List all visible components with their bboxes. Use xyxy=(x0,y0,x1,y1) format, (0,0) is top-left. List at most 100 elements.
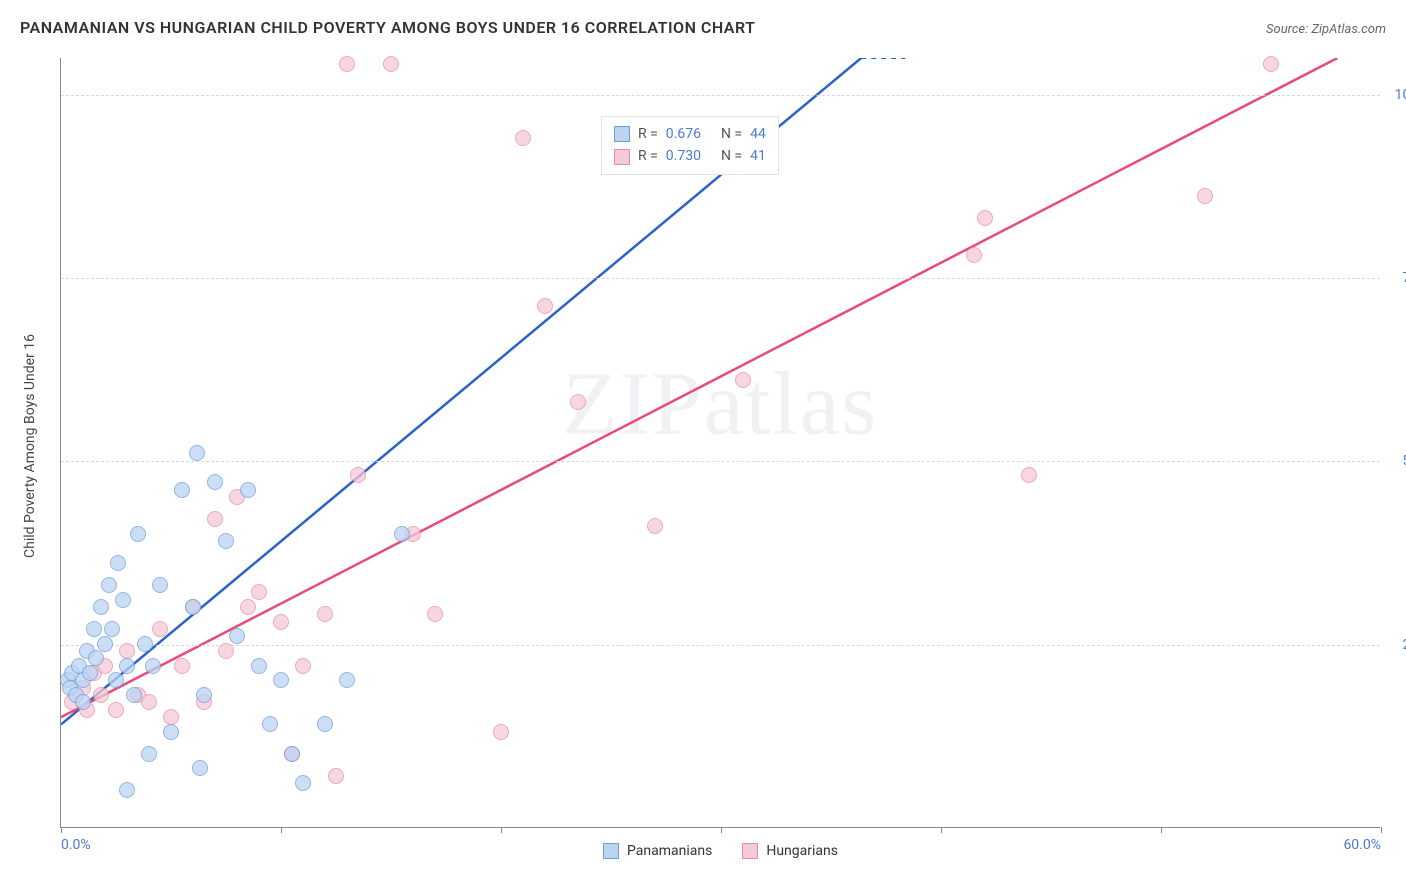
data-point-hungarians xyxy=(339,56,355,72)
data-point-panamanians xyxy=(192,760,208,776)
x-tick-mark xyxy=(61,827,62,833)
data-point-panamanians xyxy=(240,482,256,498)
y-axis-label: Child Poverty Among Boys Under 16 xyxy=(22,334,38,558)
r-value-hungarians: 0.730 xyxy=(666,145,701,167)
data-point-panamanians xyxy=(119,658,135,674)
data-point-panamanians xyxy=(115,592,131,608)
legend-item-panamanians: Panamanians xyxy=(603,843,712,859)
data-point-panamanians xyxy=(284,746,300,762)
data-point-panamanians xyxy=(229,628,245,644)
data-point-panamanians xyxy=(251,658,267,674)
source-name: ZipAtlas.com xyxy=(1311,22,1386,37)
data-point-hungarians xyxy=(647,518,663,534)
data-point-panamanians xyxy=(174,482,190,498)
data-point-hungarians xyxy=(537,298,553,314)
data-point-hungarians xyxy=(317,606,333,622)
data-point-hungarians xyxy=(570,394,586,410)
data-point-hungarians xyxy=(493,724,509,740)
x-tick-mark xyxy=(281,827,282,833)
data-point-panamanians xyxy=(108,672,124,688)
data-point-panamanians xyxy=(189,445,205,461)
data-point-panamanians xyxy=(75,694,91,710)
source-label: Source: xyxy=(1266,22,1311,37)
data-point-hungarians xyxy=(93,687,109,703)
data-point-hungarians xyxy=(174,658,190,674)
swatch-panamanians xyxy=(603,843,619,859)
data-point-panamanians xyxy=(218,533,234,549)
data-point-panamanians xyxy=(394,526,410,542)
data-point-hungarians xyxy=(295,658,311,674)
data-point-panamanians xyxy=(86,621,102,637)
x-tick-mark xyxy=(941,827,942,833)
gridline xyxy=(61,278,1380,279)
swatch-panamanians xyxy=(614,126,630,142)
data-point-hungarians xyxy=(1197,188,1213,204)
data-point-panamanians xyxy=(110,555,126,571)
gridline xyxy=(61,461,1380,462)
x-tick-mark xyxy=(1381,827,1382,833)
data-point-hungarians xyxy=(350,467,366,483)
data-point-panamanians xyxy=(97,636,113,652)
data-point-hungarians xyxy=(427,606,443,622)
r-label: R = xyxy=(638,123,658,145)
data-point-panamanians xyxy=(93,599,109,615)
data-point-hungarians xyxy=(515,130,531,146)
y-tick-label: 75.0% xyxy=(1385,270,1406,286)
data-point-panamanians xyxy=(130,526,146,542)
data-point-hungarians xyxy=(152,621,168,637)
y-tick-label: 100.0% xyxy=(1385,87,1406,103)
data-point-panamanians xyxy=(317,716,333,732)
data-point-hungarians xyxy=(141,694,157,710)
data-point-panamanians xyxy=(196,687,212,703)
data-point-panamanians xyxy=(141,746,157,762)
legend-row-panamanians: R = 0.676 N = 44 xyxy=(614,123,766,145)
data-point-panamanians xyxy=(126,687,142,703)
swatch-hungarians xyxy=(742,843,758,859)
plot-area: ZIPatlas R = 0.676 N = 44 R = 0.730 N = … xyxy=(60,58,1380,828)
watermark: ZIPatlas xyxy=(563,353,879,456)
chart-title: PANAMANIAN VS HUNGARIAN CHILD POVERTY AM… xyxy=(20,18,756,37)
data-point-panamanians xyxy=(262,716,278,732)
data-point-panamanians xyxy=(207,474,223,490)
data-point-panamanians xyxy=(185,599,201,615)
legend-row-hungarians: R = 0.730 N = 41 xyxy=(614,145,766,167)
n-value-panamanians: 44 xyxy=(750,123,766,145)
data-point-panamanians xyxy=(137,636,153,652)
data-point-panamanians xyxy=(273,672,289,688)
data-point-panamanians xyxy=(82,665,98,681)
data-point-hungarians xyxy=(273,614,289,630)
data-point-hungarians xyxy=(240,599,256,615)
data-point-panamanians xyxy=(104,621,120,637)
legend-item-hungarians: Hungarians xyxy=(742,843,838,859)
data-point-panamanians xyxy=(145,658,161,674)
data-point-panamanians xyxy=(88,650,104,666)
n-label: N = xyxy=(721,145,742,167)
x-tick-mark xyxy=(1161,827,1162,833)
data-point-panamanians xyxy=(295,775,311,791)
data-point-hungarians xyxy=(251,584,267,600)
data-point-panamanians xyxy=(152,577,168,593)
data-point-panamanians xyxy=(163,724,179,740)
series-label-panamanians: Panamanians xyxy=(627,843,712,859)
correlation-legend: R = 0.676 N = 44 R = 0.730 N = 41 xyxy=(601,116,779,175)
r-value-panamanians: 0.676 xyxy=(666,123,701,145)
data-point-hungarians xyxy=(977,210,993,226)
data-point-hungarians xyxy=(108,702,124,718)
data-point-hungarians xyxy=(1263,56,1279,72)
x-range-label: 0.0% xyxy=(61,837,91,853)
gridline xyxy=(61,95,1380,96)
x-range-label: 60.0% xyxy=(1331,837,1381,853)
series-label-hungarians: Hungarians xyxy=(766,843,838,859)
n-label: N = xyxy=(721,123,742,145)
data-point-hungarians xyxy=(1021,467,1037,483)
source-attribution: Source: ZipAtlas.com xyxy=(1266,18,1386,37)
data-point-hungarians xyxy=(218,643,234,659)
swatch-hungarians xyxy=(614,149,630,165)
data-point-hungarians xyxy=(383,56,399,72)
data-point-panamanians xyxy=(101,577,117,593)
data-point-hungarians xyxy=(119,643,135,659)
n-value-hungarians: 41 xyxy=(750,145,766,167)
x-tick-mark xyxy=(501,827,502,833)
x-tick-mark xyxy=(721,827,722,833)
data-point-hungarians xyxy=(966,247,982,263)
